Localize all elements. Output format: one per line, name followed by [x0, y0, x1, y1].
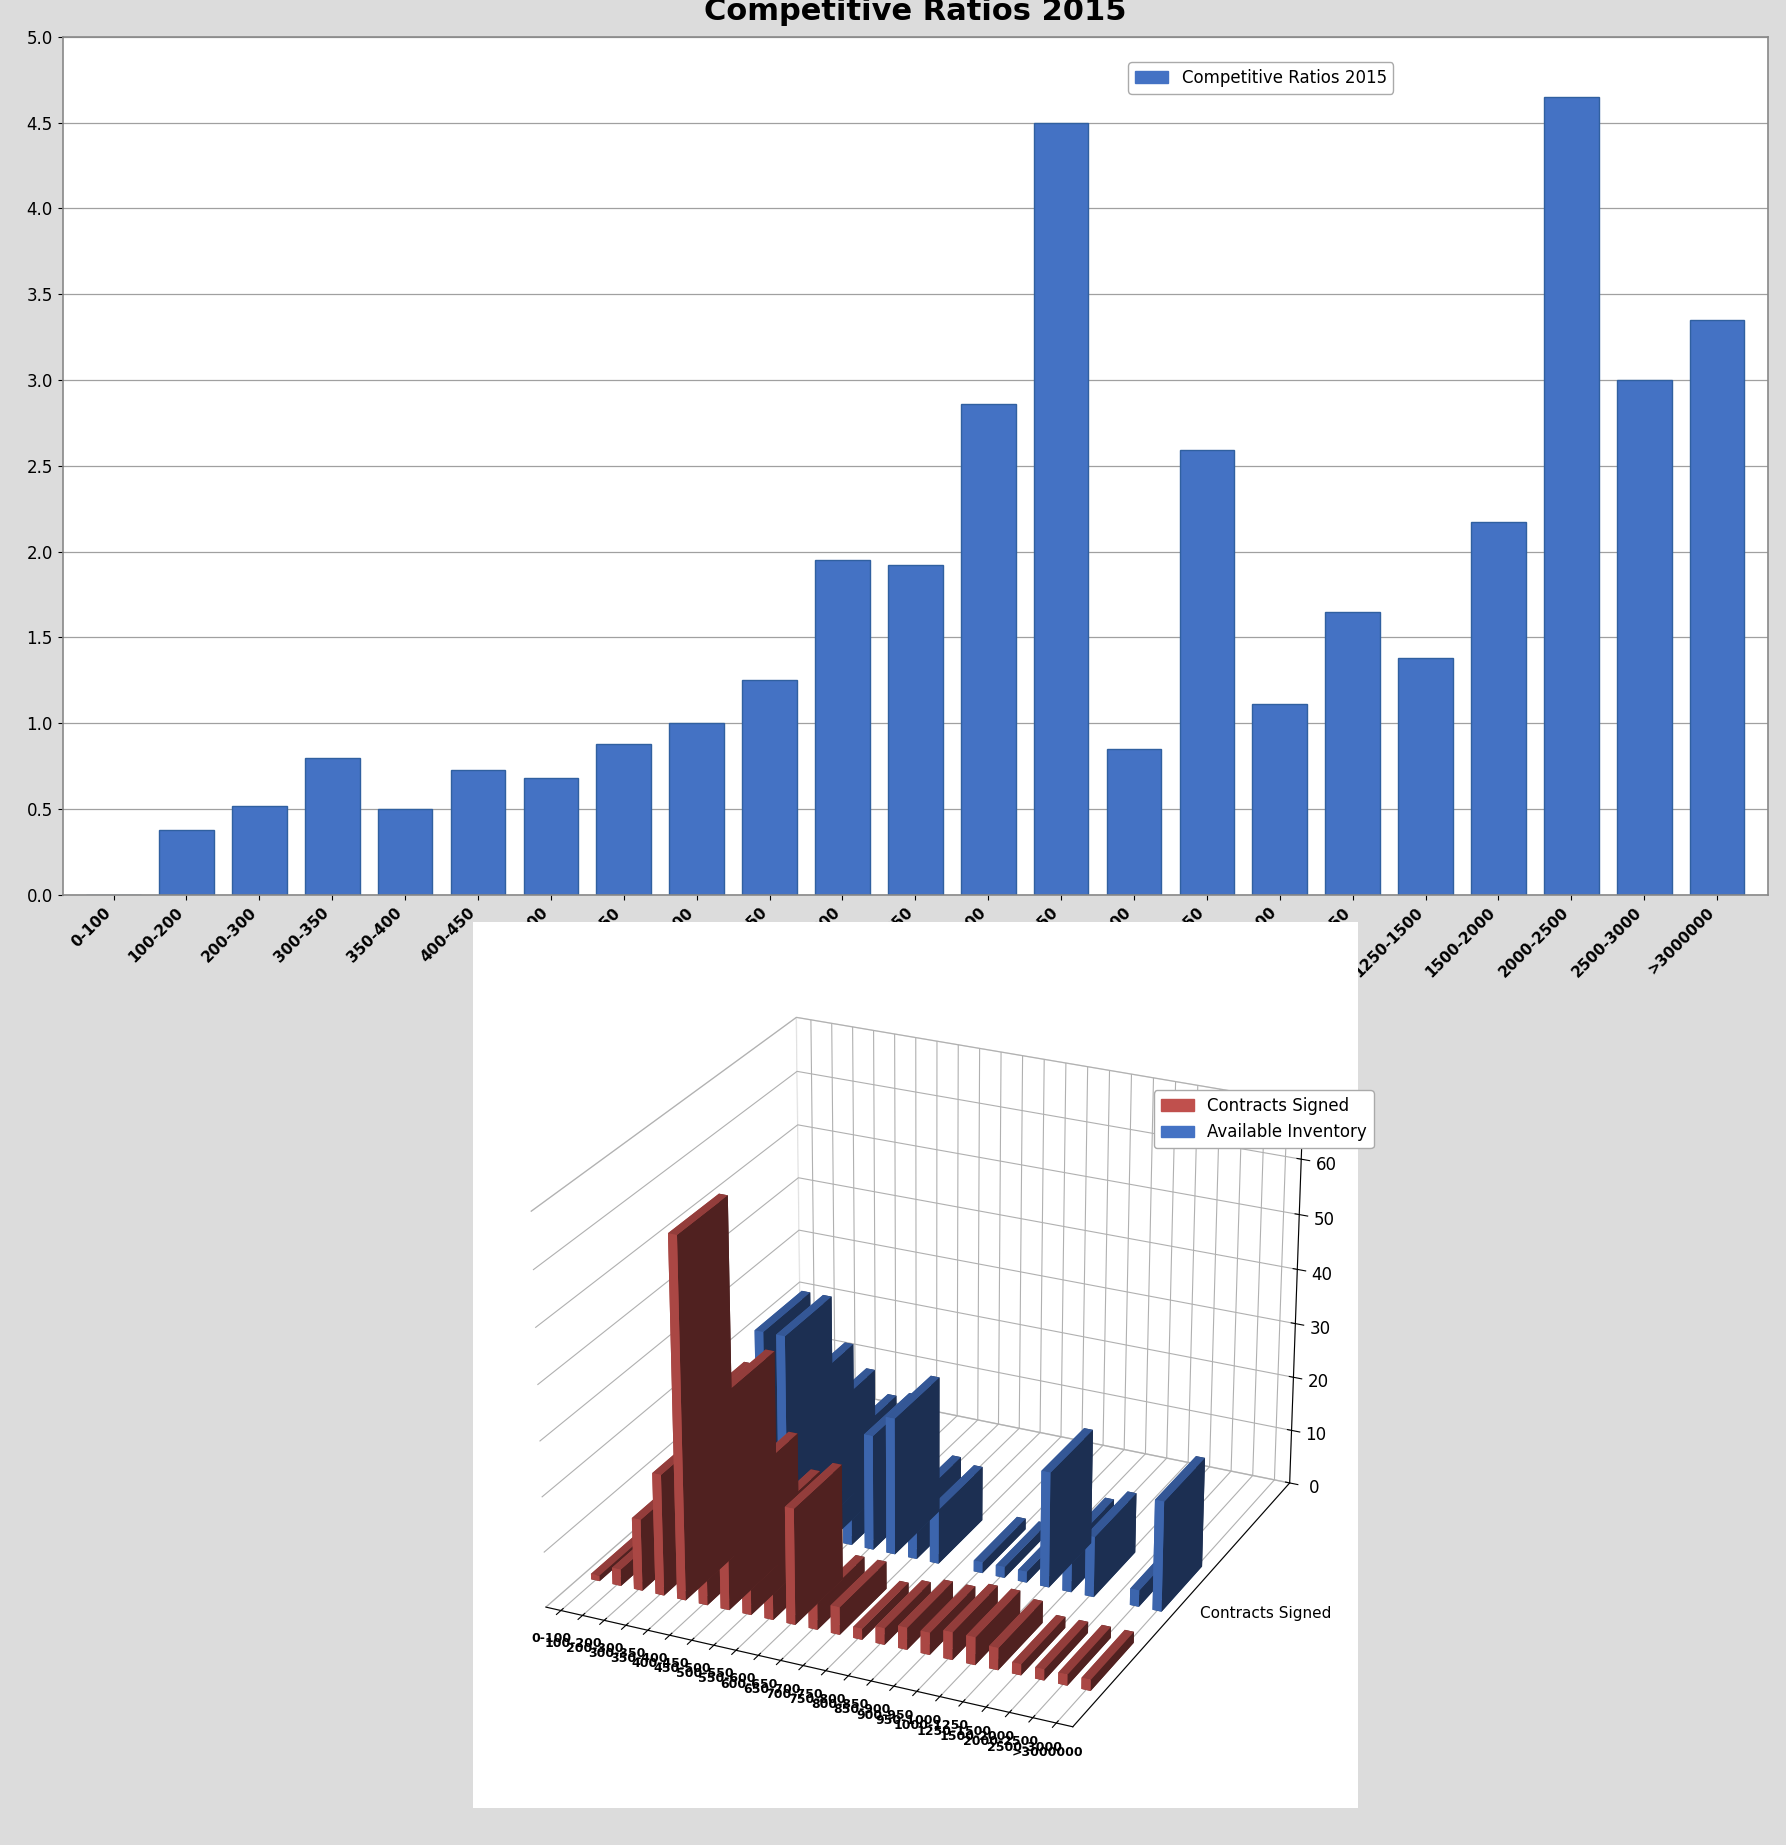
Bar [1179, 450, 1234, 895]
Bar [232, 806, 286, 895]
Bar [597, 744, 652, 895]
Bar [961, 404, 1016, 895]
Bar [743, 681, 797, 895]
Bar [1690, 319, 1745, 895]
Bar [1472, 522, 1525, 895]
Bar [1034, 124, 1088, 895]
Bar [1616, 380, 1672, 895]
Bar [450, 769, 505, 895]
Bar [523, 779, 579, 895]
Bar [379, 808, 432, 895]
Legend: Contracts Signed, Available Inventory: Contracts Signed, Available Inventory [1154, 1090, 1373, 1148]
Title: Competitive Ratios 2015: Competitive Ratios 2015 [704, 0, 1127, 26]
Bar [1398, 659, 1452, 895]
Bar [159, 830, 214, 895]
Bar [1107, 749, 1161, 895]
Text: Contracts Signed: Contracts Signed [1200, 1605, 1332, 1620]
Bar [1252, 705, 1307, 895]
Bar [305, 758, 359, 895]
Bar [814, 561, 870, 895]
Bar [670, 723, 723, 895]
Legend: Competitive Ratios 2015: Competitive Ratios 2015 [1129, 63, 1393, 94]
Bar [1325, 613, 1381, 895]
Bar [1545, 98, 1598, 895]
Bar [888, 565, 943, 895]
